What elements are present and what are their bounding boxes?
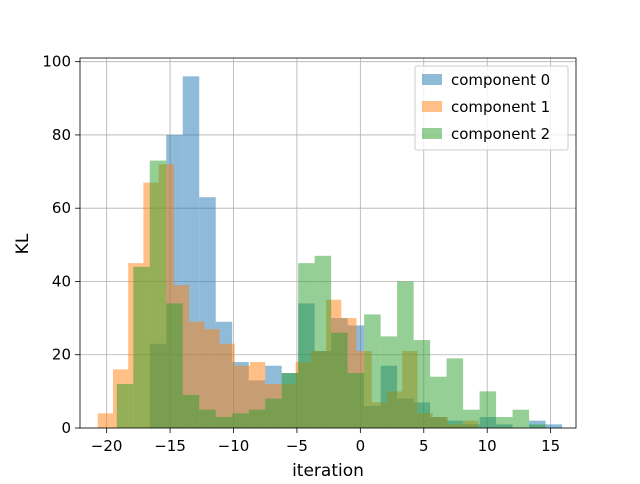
histogram-bar	[232, 413, 249, 428]
histogram-bar	[446, 358, 464, 428]
x-tick-label: 0	[356, 437, 366, 455]
histogram-bar	[331, 332, 348, 428]
legend-box	[414, 65, 569, 151]
x-tick-label: 5	[419, 437, 429, 455]
x-tick-label: −15	[154, 437, 186, 455]
histogram-bar	[496, 417, 513, 428]
legend-swatch	[422, 128, 442, 139]
histogram-bar	[430, 376, 447, 428]
x-axis-label: iteration	[292, 461, 364, 480]
histogram-bar	[298, 263, 315, 428]
histogram-bars	[97, 76, 563, 429]
y-tick-label: 0	[61, 419, 71, 437]
histogram-bar	[248, 409, 266, 428]
histogram-bar	[265, 398, 282, 428]
legend-swatch	[422, 101, 442, 112]
y-axis-ticks: 0 20 40 60 80 100	[42, 53, 80, 437]
legend: component 0 component 1 component 2	[414, 65, 569, 151]
y-tick-label: 20	[52, 346, 71, 364]
histogram-bar	[204, 329, 220, 428]
y-tick-label: 100	[42, 53, 71, 71]
histogram-bar	[133, 266, 150, 428]
histogram-bar	[199, 409, 216, 428]
histogram-bar	[512, 409, 530, 428]
histogram-bar	[314, 255, 332, 428]
y-axis-label: KL	[13, 233, 33, 254]
histogram-bar	[149, 160, 167, 428]
histogram-bar	[234, 365, 250, 428]
histogram-bar	[182, 395, 200, 428]
histogram-bar	[97, 413, 113, 428]
histogram-bar	[463, 409, 480, 428]
x-tick-label: −10	[218, 437, 250, 455]
legend-label: component 2	[451, 125, 550, 143]
x-tick-label: −5	[286, 437, 308, 455]
plot-frame	[79, 57, 577, 429]
series-2-bars	[116, 160, 546, 428]
y-tick-label: 40	[52, 272, 71, 290]
y-tick-label: 60	[52, 199, 71, 217]
histogram-bar	[281, 373, 299, 428]
histogram-bar	[116, 384, 134, 428]
histogram-bar	[545, 424, 563, 428]
histogram-bar	[413, 340, 431, 428]
x-tick-label: 15	[541, 437, 560, 455]
legend-swatch	[422, 74, 442, 85]
histogram-bar	[347, 373, 365, 428]
histogram-bar	[397, 281, 414, 428]
histogram-bar	[479, 391, 497, 428]
histogram-bar	[215, 417, 233, 428]
histogram-bar	[364, 314, 381, 428]
legend-label: component 0	[451, 71, 550, 89]
histogram-bar	[380, 336, 398, 428]
legend-label: component 1	[451, 98, 550, 116]
histogram-bar	[166, 303, 183, 428]
y-tick-label: 80	[52, 126, 71, 144]
x-tick-label: −20	[91, 437, 123, 455]
x-axis-ticks: −20 −15 −10 −5 0 5 10 15	[91, 428, 560, 455]
x-tick-label: 10	[478, 437, 497, 455]
histogram-bar	[529, 424, 546, 428]
histogram-bar	[219, 343, 235, 428]
